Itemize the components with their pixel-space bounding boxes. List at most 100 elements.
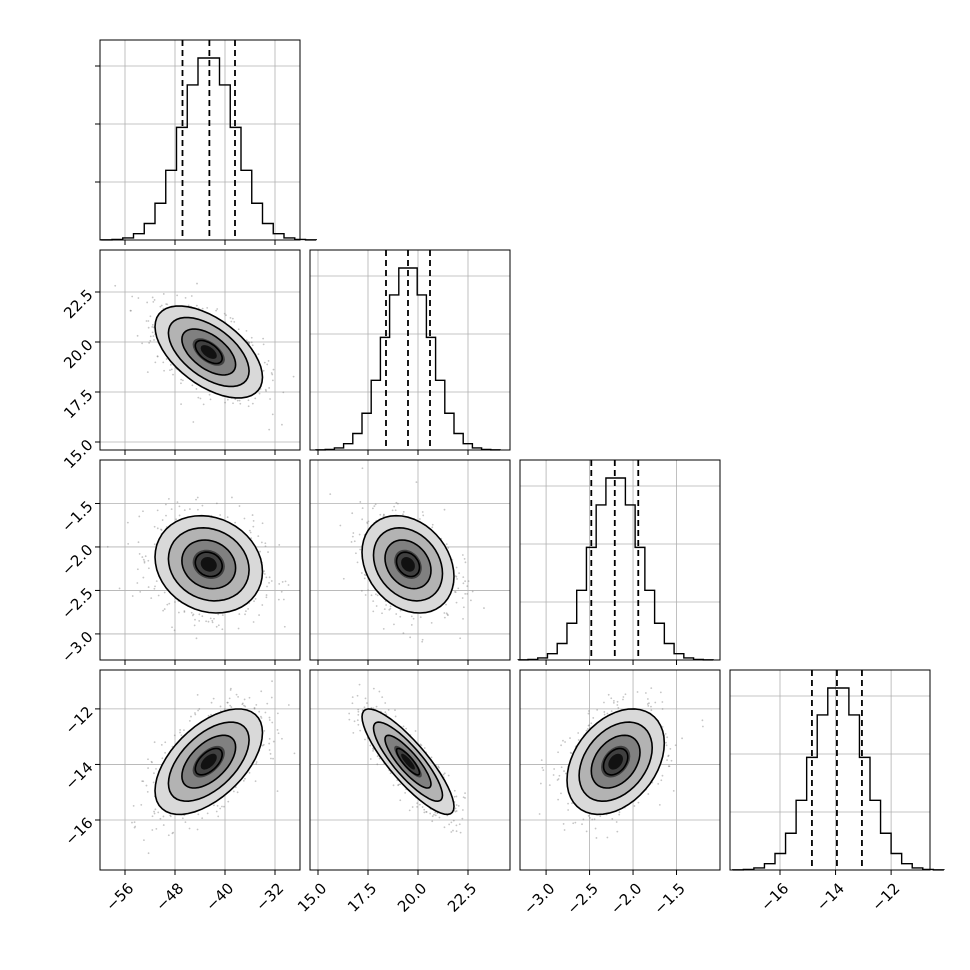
scatter-point: [191, 384, 194, 387]
scatter-point: [244, 613, 246, 616]
scatter-point: [672, 790, 675, 792]
scatter-point: [394, 709, 396, 712]
scatter-point: [245, 339, 248, 342]
x-tick-label: −40: [202, 879, 237, 914]
scatter-point: [422, 514, 425, 517]
scatter-point: [197, 813, 200, 816]
scatter-point: [237, 627, 240, 630]
scatter-point: [165, 303, 168, 305]
density-fill-4: [401, 557, 415, 572]
scatter-point: [136, 582, 139, 584]
scatter-point: [257, 535, 260, 538]
scatter-point: [242, 779, 245, 782]
scatter-point: [232, 402, 234, 405]
scatter-point: [231, 496, 233, 499]
scatter-point: [457, 805, 460, 807]
scatter-point: [666, 736, 669, 739]
scatter-point: [145, 320, 148, 322]
scatter-point: [370, 706, 373, 709]
scatter-point: [130, 309, 132, 312]
scatter-point: [357, 723, 360, 726]
scatter-point: [179, 731, 181, 734]
scatter-point: [263, 729, 266, 732]
scatter-point: [269, 752, 272, 755]
scatter-point: [219, 514, 222, 516]
scatter-point: [364, 738, 366, 741]
scatter-point: [352, 532, 355, 534]
scatter-point: [399, 615, 402, 618]
scatter-point: [586, 728, 589, 730]
scatter-point: [358, 533, 361, 536]
scatter-point: [445, 543, 448, 546]
scatter-point: [156, 509, 159, 512]
panel-frame: [309, 459, 511, 661]
scatter-point: [464, 792, 466, 795]
scatter-point: [659, 691, 662, 694]
scatter-point: [143, 839, 145, 842]
scatter-point: [278, 544, 281, 546]
scatter-point: [149, 335, 152, 338]
scatter-point: [463, 558, 466, 560]
scatter-point: [359, 729, 362, 732]
scatter-point: [192, 613, 195, 616]
scatter-point: [268, 742, 271, 745]
scatter-point: [372, 600, 375, 603]
scatter-point: [455, 804, 458, 806]
scatter-point: [196, 693, 199, 696]
contour-line-2: [372, 526, 444, 602]
scatter-point: [193, 624, 196, 627]
scatter-point: [263, 573, 266, 575]
scatter-point: [151, 326, 154, 328]
scatter-point: [375, 593, 377, 596]
scatter-point: [159, 305, 162, 308]
scatter-point: [153, 810, 155, 813]
scatter-point: [206, 812, 209, 815]
scatter-point: [557, 751, 559, 754]
scatter-point: [143, 560, 146, 563]
scatter-point: [258, 710, 261, 713]
x-tick-label: −12: [868, 879, 903, 914]
scatter-point: [253, 600, 255, 603]
scatter-point: [154, 585, 156, 588]
scatter-point: [396, 502, 399, 505]
scatter-point: [616, 700, 619, 703]
scatter-point: [405, 727, 408, 730]
scatter-point: [393, 623, 395, 626]
scatter-point: [210, 701, 213, 704]
scatter-point: [430, 622, 433, 624]
scatter-point: [172, 831, 175, 834]
scatter-point: [216, 308, 219, 310]
scatter-point: [454, 590, 456, 593]
scatter-point: [557, 798, 560, 801]
scatter-point: [469, 599, 472, 602]
scatter-point: [154, 361, 157, 364]
scatter-point: [147, 326, 150, 329]
scatter-point: [150, 597, 153, 599]
scatter-point: [587, 814, 590, 817]
scatter-point: [142, 780, 145, 783]
scatter-point: [418, 803, 421, 806]
scatter-point: [177, 611, 180, 614]
scatter-point: [412, 617, 415, 620]
scatter-point: [582, 818, 585, 821]
scatter-point: [219, 807, 222, 810]
scatter-point: [633, 805, 636, 807]
scatter-point: [339, 524, 342, 527]
scatter-point: [254, 597, 257, 600]
scatter-point: [228, 697, 231, 700]
scatter-point: [647, 704, 650, 707]
scatter-point: [553, 768, 556, 770]
scatter-point: [195, 304, 198, 307]
scatter-point: [462, 582, 465, 585]
scatter-point: [556, 779, 559, 781]
scatter-point: [391, 509, 394, 512]
scatter-point: [268, 387, 271, 389]
x-tick-label: −3.0: [520, 879, 558, 917]
y-tick-label: 22.5: [60, 286, 96, 322]
scatter-point: [209, 617, 212, 620]
contour-line-1: [384, 539, 432, 590]
scatter-point: [221, 805, 223, 808]
scatter-point: [258, 614, 260, 616]
scatter-point: [190, 611, 193, 614]
scatter-point: [262, 343, 265, 346]
